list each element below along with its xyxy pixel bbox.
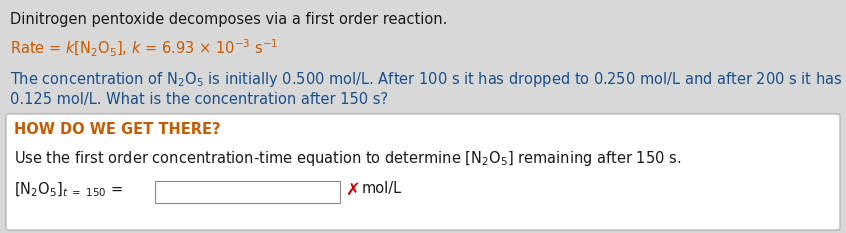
Text: mol/L: mol/L (362, 181, 402, 196)
Text: 0.125 mol/L. What is the concentration after 150 s?: 0.125 mol/L. What is the concentration a… (10, 92, 388, 107)
Text: Dinitrogen pentoxide decomposes via a first order reaction.: Dinitrogen pentoxide decomposes via a fi… (10, 12, 448, 27)
Bar (155, 181, 340, 203)
Text: The concentration of N$_2$O$_5$ is initially 0.500 mol/L. After 100 s it has dro: The concentration of N$_2$O$_5$ is initi… (10, 70, 846, 89)
Text: [N$_2$O$_5$]$_{t\ =\ 150}$ =: [N$_2$O$_5$]$_{t\ =\ 150}$ = (14, 181, 123, 199)
Text: Rate = $k$[N$_2$O$_5$], $k$ = 6.93 × 10$^{-3}$ s$^{-1}$: Rate = $k$[N$_2$O$_5$], $k$ = 6.93 × 10$… (10, 38, 278, 59)
Text: Use the first order concentration-time equation to determine [N$_2$O$_5$] remain: Use the first order concentration-time e… (14, 149, 681, 168)
Text: HOW DO WE GET THERE?: HOW DO WE GET THERE? (14, 122, 221, 137)
Text: ✗: ✗ (346, 181, 360, 199)
FancyBboxPatch shape (6, 114, 840, 230)
